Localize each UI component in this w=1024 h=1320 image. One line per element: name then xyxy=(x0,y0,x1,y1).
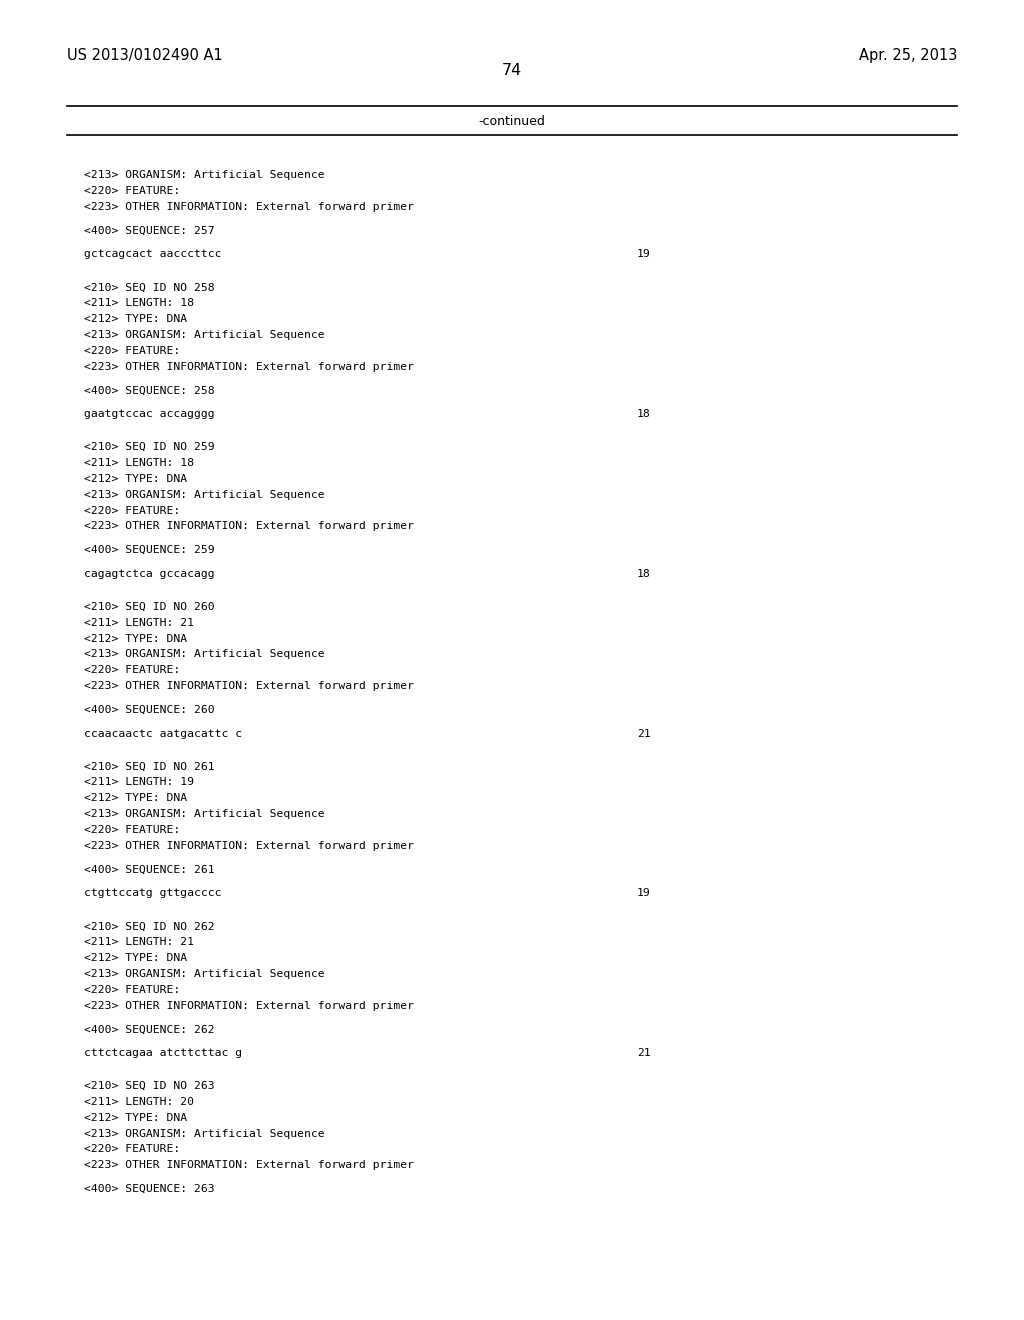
Text: <220> FEATURE:: <220> FEATURE: xyxy=(84,186,180,197)
Text: <213> ORGANISM: Artificial Sequence: <213> ORGANISM: Artificial Sequence xyxy=(84,330,325,341)
Text: US 2013/0102490 A1: US 2013/0102490 A1 xyxy=(67,48,222,62)
Text: ccaacaactc aatgacattc c: ccaacaactc aatgacattc c xyxy=(84,729,242,739)
Text: gaatgtccac accagggg: gaatgtccac accagggg xyxy=(84,409,215,420)
Text: <400> SEQUENCE: 259: <400> SEQUENCE: 259 xyxy=(84,545,215,556)
Text: <211> LENGTH: 21: <211> LENGTH: 21 xyxy=(84,937,194,948)
Text: <213> ORGANISM: Artificial Sequence: <213> ORGANISM: Artificial Sequence xyxy=(84,809,325,820)
Text: <211> LENGTH: 21: <211> LENGTH: 21 xyxy=(84,618,194,628)
Text: <212> TYPE: DNA: <212> TYPE: DNA xyxy=(84,314,187,325)
Text: -continued: -continued xyxy=(478,115,546,128)
Text: <213> ORGANISM: Artificial Sequence: <213> ORGANISM: Artificial Sequence xyxy=(84,170,325,181)
Text: <400> SEQUENCE: 261: <400> SEQUENCE: 261 xyxy=(84,865,215,875)
Text: <211> LENGTH: 20: <211> LENGTH: 20 xyxy=(84,1097,194,1107)
Text: <212> TYPE: DNA: <212> TYPE: DNA xyxy=(84,634,187,644)
Text: <220> FEATURE:: <220> FEATURE: xyxy=(84,346,180,356)
Text: 19: 19 xyxy=(637,888,650,899)
Text: <213> ORGANISM: Artificial Sequence: <213> ORGANISM: Artificial Sequence xyxy=(84,490,325,500)
Text: <210> SEQ ID NO 258: <210> SEQ ID NO 258 xyxy=(84,282,215,293)
Text: <223> OTHER INFORMATION: External forward primer: <223> OTHER INFORMATION: External forwar… xyxy=(84,202,414,213)
Text: <212> TYPE: DNA: <212> TYPE: DNA xyxy=(84,953,187,964)
Text: <212> TYPE: DNA: <212> TYPE: DNA xyxy=(84,793,187,804)
Text: 18: 18 xyxy=(637,409,650,420)
Text: <223> OTHER INFORMATION: External forward primer: <223> OTHER INFORMATION: External forwar… xyxy=(84,841,414,851)
Text: <210> SEQ ID NO 261: <210> SEQ ID NO 261 xyxy=(84,762,215,772)
Text: 74: 74 xyxy=(502,63,522,78)
Text: <223> OTHER INFORMATION: External forward primer: <223> OTHER INFORMATION: External forwar… xyxy=(84,521,414,532)
Text: <213> ORGANISM: Artificial Sequence: <213> ORGANISM: Artificial Sequence xyxy=(84,649,325,660)
Text: 18: 18 xyxy=(637,569,650,579)
Text: <400> SEQUENCE: 262: <400> SEQUENCE: 262 xyxy=(84,1024,215,1035)
Text: <210> SEQ ID NO 260: <210> SEQ ID NO 260 xyxy=(84,602,215,612)
Text: 19: 19 xyxy=(637,249,650,260)
Text: Apr. 25, 2013: Apr. 25, 2013 xyxy=(859,48,957,62)
Text: <223> OTHER INFORMATION: External forward primer: <223> OTHER INFORMATION: External forwar… xyxy=(84,681,414,692)
Text: <212> TYPE: DNA: <212> TYPE: DNA xyxy=(84,1113,187,1123)
Text: <223> OTHER INFORMATION: External forward primer: <223> OTHER INFORMATION: External forwar… xyxy=(84,1001,414,1011)
Text: <220> FEATURE:: <220> FEATURE: xyxy=(84,825,180,836)
Text: <220> FEATURE:: <220> FEATURE: xyxy=(84,665,180,676)
Text: <220> FEATURE:: <220> FEATURE: xyxy=(84,506,180,516)
Text: <223> OTHER INFORMATION: External forward primer: <223> OTHER INFORMATION: External forwar… xyxy=(84,362,414,372)
Text: <210> SEQ ID NO 263: <210> SEQ ID NO 263 xyxy=(84,1081,215,1092)
Text: <211> LENGTH: 19: <211> LENGTH: 19 xyxy=(84,777,194,788)
Text: <220> FEATURE:: <220> FEATURE: xyxy=(84,985,180,995)
Text: gctcagcact aacccttcc: gctcagcact aacccttcc xyxy=(84,249,221,260)
Text: <400> SEQUENCE: 257: <400> SEQUENCE: 257 xyxy=(84,226,215,236)
Text: <223> OTHER INFORMATION: External forward primer: <223> OTHER INFORMATION: External forwar… xyxy=(84,1160,414,1171)
Text: cttctcagaa atcttcttac g: cttctcagaa atcttcttac g xyxy=(84,1048,242,1059)
Text: <400> SEQUENCE: 258: <400> SEQUENCE: 258 xyxy=(84,385,215,396)
Text: 21: 21 xyxy=(637,729,650,739)
Text: cagagtctca gccacagg: cagagtctca gccacagg xyxy=(84,569,215,579)
Text: <211> LENGTH: 18: <211> LENGTH: 18 xyxy=(84,298,194,309)
Text: <211> LENGTH: 18: <211> LENGTH: 18 xyxy=(84,458,194,469)
Text: <400> SEQUENCE: 260: <400> SEQUENCE: 260 xyxy=(84,705,215,715)
Text: <210> SEQ ID NO 262: <210> SEQ ID NO 262 xyxy=(84,921,215,932)
Text: <213> ORGANISM: Artificial Sequence: <213> ORGANISM: Artificial Sequence xyxy=(84,1129,325,1139)
Text: 21: 21 xyxy=(637,1048,650,1059)
Text: <400> SEQUENCE: 263: <400> SEQUENCE: 263 xyxy=(84,1184,215,1195)
Text: <213> ORGANISM: Artificial Sequence: <213> ORGANISM: Artificial Sequence xyxy=(84,969,325,979)
Text: <220> FEATURE:: <220> FEATURE: xyxy=(84,1144,180,1155)
Text: ctgttccatg gttgacccc: ctgttccatg gttgacccc xyxy=(84,888,221,899)
Text: <212> TYPE: DNA: <212> TYPE: DNA xyxy=(84,474,187,484)
Text: <210> SEQ ID NO 259: <210> SEQ ID NO 259 xyxy=(84,442,215,453)
